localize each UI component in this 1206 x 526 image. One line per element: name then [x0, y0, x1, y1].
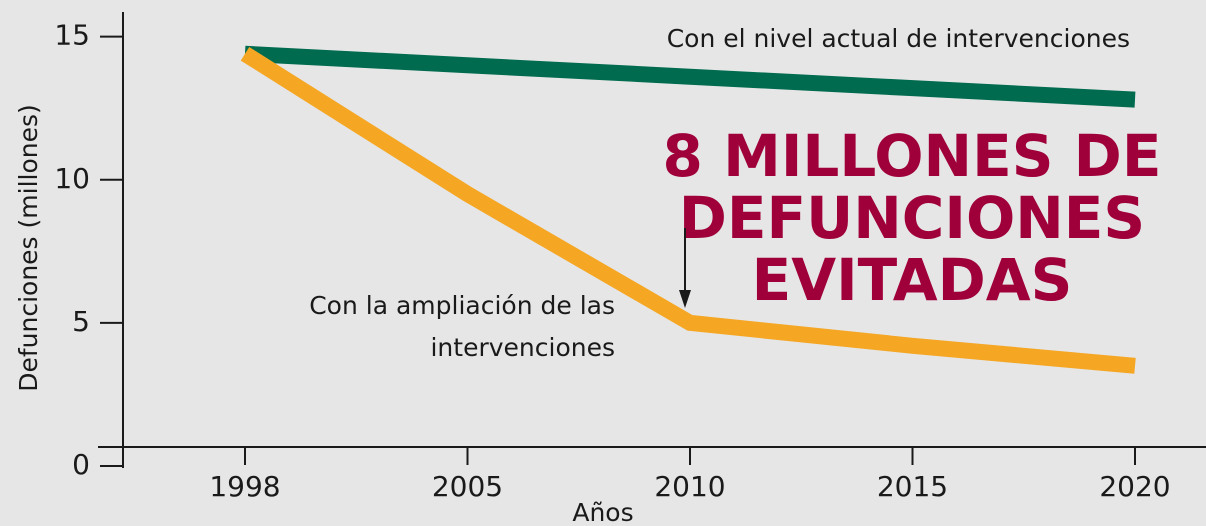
series-line: [240, 47, 1136, 374]
arrow-head: [679, 290, 691, 308]
x-axis-label: Años: [572, 498, 633, 526]
annotation: DEFUNCIONES: [679, 184, 1145, 252]
x-tick-label: 1998: [209, 470, 280, 503]
x-tick-label: 2015: [877, 470, 948, 503]
annotation: EVITADAS: [752, 246, 1073, 314]
y-tick-label: 5: [72, 305, 90, 338]
y-axis-label: Defunciones (millones): [14, 104, 43, 392]
legend-entry: Con el nivel actual de intervenciones: [667, 24, 1130, 53]
y-tick-label: 15: [54, 19, 90, 52]
series-label: Con la ampliación de las: [309, 291, 615, 320]
series-line: [244, 45, 1136, 108]
x-tick-label: 2005: [432, 470, 503, 503]
x-tick-label: 2010: [654, 470, 725, 503]
y-tick-label: 0: [72, 448, 90, 481]
y-tick-label: 10: [54, 162, 90, 195]
x-tick-label: 2020: [1099, 470, 1170, 503]
annotation: 8 MILLONES DE: [663, 122, 1162, 190]
series-label: intervenciones: [430, 333, 615, 362]
